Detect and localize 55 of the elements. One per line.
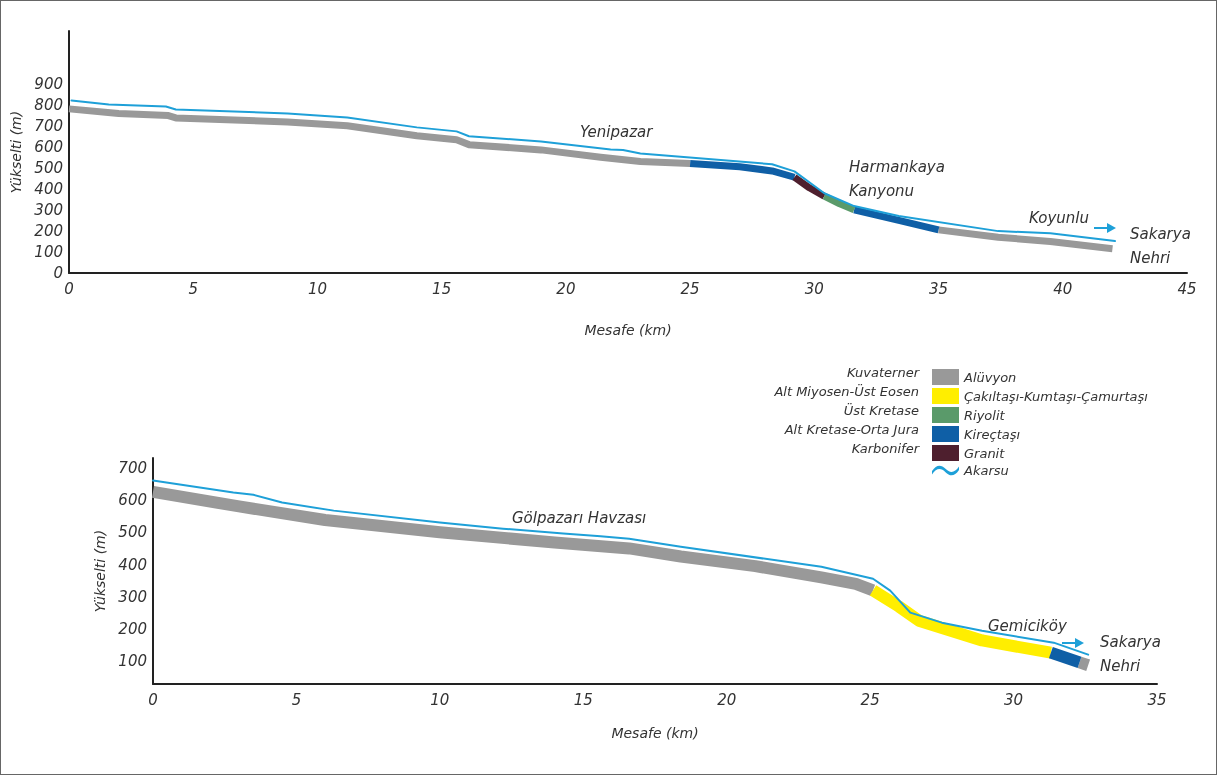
y-tick-label: 700 bbox=[118, 458, 147, 477]
x-tick-label: 10 bbox=[430, 690, 450, 709]
legend-label: Alüvyon bbox=[963, 369, 1017, 385]
y-tick-label: 400 bbox=[34, 179, 63, 198]
text: Alt Kretase-Orta Jura bbox=[783, 421, 920, 437]
x-tick-label: 30 bbox=[804, 279, 824, 298]
x-tick-label: 35 bbox=[1147, 690, 1167, 709]
y-tick-label: 800 bbox=[34, 95, 63, 114]
x-tick-label: 25 bbox=[860, 690, 880, 709]
y-tick-label: 300 bbox=[34, 200, 63, 219]
legend-label: Çakıltaşı-Kumtaşı-Çamurtaşı bbox=[964, 388, 1149, 404]
annotation: Sakarya Nehri bbox=[1100, 633, 1161, 675]
annotation: Sakarya Nehri bbox=[1130, 225, 1191, 267]
annotation: Koyunlu bbox=[1029, 209, 1090, 227]
y-tick-label: 600 bbox=[34, 137, 63, 156]
x-tick-label: 15 bbox=[432, 279, 452, 298]
y-tick-label: 700 bbox=[34, 116, 63, 135]
y-axis-title: Yükselti (m) bbox=[92, 529, 109, 613]
text: Kuvaterner bbox=[846, 364, 921, 380]
x-axis-title: Mesafe (km) bbox=[611, 725, 699, 741]
y-tick-label: 0 bbox=[53, 264, 63, 282]
y-tick-label: 100 bbox=[34, 242, 63, 261]
x-tick-label: 30 bbox=[1004, 690, 1024, 709]
x-tick-label: 5 bbox=[188, 279, 198, 298]
legend-label: Riyolit bbox=[964, 407, 1006, 423]
annotation: Gölpazarı Havzası bbox=[512, 509, 647, 527]
x-tick-label: 40 bbox=[1053, 279, 1073, 298]
x-tick-label: 10 bbox=[307, 279, 327, 298]
y-tick-label: 200 bbox=[118, 620, 147, 639]
x-tick-label: 15 bbox=[573, 690, 593, 709]
legend-label: Granit bbox=[964, 445, 1006, 461]
text: Alt Miyosen-Üst Eosen bbox=[773, 382, 919, 399]
y-tick-label: 900 bbox=[34, 74, 63, 93]
x-tick-label: 5 bbox=[291, 690, 302, 709]
x-tick-label: 25 bbox=[680, 279, 700, 298]
x-tick-label: 45 bbox=[1177, 279, 1197, 298]
y-axis-title: Yükselti (m) bbox=[8, 110, 25, 194]
x-tick-label: 20 bbox=[717, 690, 737, 709]
y-tick-label: 100 bbox=[118, 652, 147, 671]
annotation: Gemiciköy bbox=[988, 617, 1068, 635]
x-tick-label: 20 bbox=[556, 279, 576, 298]
y-tick-label: 300 bbox=[118, 587, 147, 606]
annotation: Yenipazar bbox=[580, 123, 654, 141]
y-tick-label: 200 bbox=[34, 221, 63, 240]
legend-label: Kireçtaşı bbox=[964, 426, 1021, 442]
y-tick-label: 400 bbox=[118, 555, 147, 574]
legend-label: Akarsu bbox=[963, 463, 1009, 478]
annotation: Harmankaya Kanyonu bbox=[849, 158, 945, 200]
y-tick-label: 600 bbox=[118, 490, 147, 509]
y-tick-label: 500 bbox=[34, 158, 63, 177]
text: Karbonifer bbox=[851, 440, 921, 456]
x-tick-label: 35 bbox=[929, 279, 949, 298]
text: Üst Kretase bbox=[843, 401, 919, 418]
x-axis-title: Mesafe (km) bbox=[584, 322, 672, 338]
y-tick-label: 500 bbox=[118, 523, 147, 542]
